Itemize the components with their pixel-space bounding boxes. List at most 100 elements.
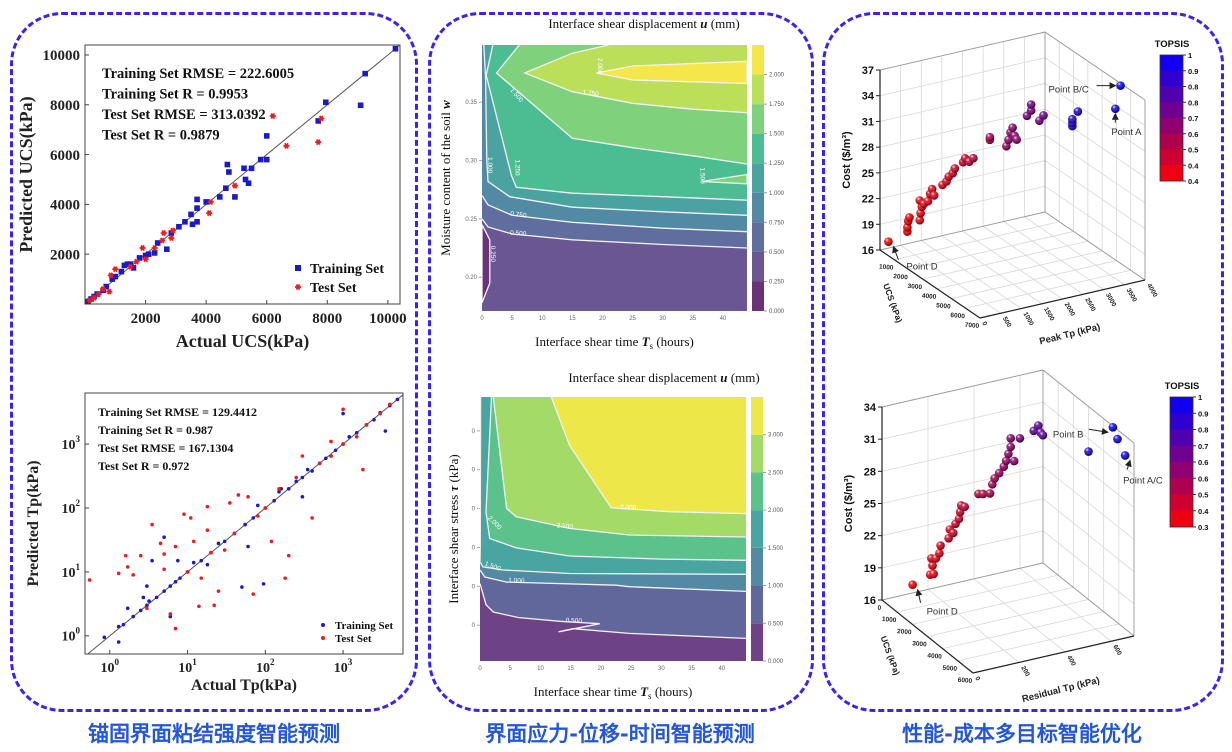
colorbar-label: 1.500 (768, 546, 784, 552)
data-point-training (205, 562, 210, 567)
data-point-training (127, 261, 134, 267)
x-tick-label: 1000 (882, 616, 897, 624)
contour-band-2 (596, 61, 747, 84)
z-tick-label: 25 (862, 168, 874, 180)
y-axis-label: Predicted UCS(kPa) (16, 96, 37, 252)
y-axis (972, 635, 1135, 674)
z-tick-label: 34 (864, 402, 877, 414)
tspan: u (700, 16, 707, 31)
colorbar-label: 2.000 (769, 73, 785, 79)
panel-multiobjective (822, 12, 1224, 712)
y-tick-label: 0 (980, 321, 988, 328)
data-point-test (188, 516, 193, 520)
z-tick-label: 25 (864, 499, 876, 511)
tspan: 10 (61, 438, 75, 453)
data-point-training (142, 252, 149, 259)
colorbar-label: 0.9 (1198, 409, 1208, 418)
data-point-test (317, 461, 322, 466)
tspan: τ (446, 484, 461, 491)
grid-line (1044, 160, 1146, 229)
tspan: 10 (256, 661, 270, 676)
tspan: (mm) (708, 16, 740, 31)
data-point-test (286, 553, 291, 558)
colorbar-segment (1170, 462, 1193, 479)
y-tick-label: 600 (1111, 644, 1123, 657)
contour-line-0.25 (482, 224, 491, 304)
data-point-test (182, 512, 186, 517)
x-tick-label: 4000 (922, 293, 937, 301)
y-tick-label: 1500 (1042, 306, 1055, 322)
colorbar-label: 2.000 (768, 508, 784, 514)
data-point-training (199, 558, 204, 563)
colorbar-label: 0.8 (1188, 98, 1198, 107)
data-point-test (329, 454, 333, 458)
contour-label: 2.500 (556, 522, 573, 530)
x-tick-label: 20 (599, 316, 606, 322)
tspan: 3 (348, 657, 353, 667)
z-tick-label: 31 (864, 434, 876, 446)
data-point-training (125, 606, 130, 611)
data-point-test (162, 552, 166, 556)
data-point-training (310, 469, 314, 473)
x-tick-label: 40 (720, 316, 727, 322)
data-point-test (277, 486, 281, 491)
data-point-test (160, 229, 167, 237)
data-point-training (333, 448, 338, 453)
contour-label: 0.250 (489, 246, 496, 263)
tspan: Interface shear time (535, 334, 641, 349)
data-point-test (142, 256, 149, 263)
y-tick-label: 100 (61, 626, 80, 645)
data-point-training (315, 118, 322, 124)
contour-label: 1.250 (514, 159, 521, 176)
x-tick-label: 101 (178, 657, 197, 676)
colorbar-segment (1170, 494, 1193, 512)
data-point-test (283, 576, 287, 580)
data-point-shading (1002, 141, 1011, 151)
data-point-shading (929, 191, 939, 200)
x-tick-label: 3000 (907, 283, 922, 291)
colorbar-segment (751, 623, 763, 661)
y-axis-label: Residual Tp (kPa) (1021, 675, 1101, 705)
contour-line-0.5 (480, 583, 746, 640)
data-point-test (378, 411, 382, 416)
grid-line (1044, 108, 1146, 178)
contour-line-1.25 (485, 45, 747, 201)
data-point-training (102, 635, 107, 640)
tspan: 10 (61, 502, 75, 517)
z-tick-label: 37 (862, 65, 874, 77)
chart-title: Interface shear displacement u (mm) (568, 370, 759, 385)
data-point-shading (1004, 449, 1013, 459)
data-point-test (361, 467, 365, 472)
colorbar-segment (1160, 149, 1183, 166)
tspan: 1 (75, 562, 80, 572)
contour-label: 1.500 (699, 168, 706, 185)
y-axis-label: Predicted Tp(kPa) (25, 460, 42, 586)
contour-line-2 (485, 397, 746, 561)
colorbar-segment (751, 472, 763, 511)
tspan: 3 (75, 434, 80, 444)
data-point-shading (1015, 434, 1025, 443)
x-tick-label: 6000 (252, 311, 282, 327)
frame-edge (1044, 31, 1146, 101)
contour-line-0.5 (482, 218, 747, 249)
data-point-training (189, 221, 196, 228)
z-tick-label: 16 (862, 245, 874, 257)
data-point-test (354, 435, 359, 439)
grid-line (1044, 134, 1146, 204)
x-tick-label: 30 (658, 666, 665, 672)
tspan: (kPa) (446, 454, 461, 485)
colorbar-label: 0.3 (1198, 523, 1208, 532)
x-tick-label: 10 (537, 666, 544, 672)
colorbar-segment (1170, 478, 1193, 495)
tspan: 0 (75, 626, 80, 636)
x-axis (879, 249, 981, 319)
data-point-training (362, 70, 368, 77)
y-tick-label: 8000 (50, 98, 80, 114)
colorbar-segment (1160, 55, 1183, 72)
y-tick-label: 0 (472, 429, 476, 435)
data-point-training (263, 133, 270, 139)
colorbar-label: 0.8 (1198, 426, 1208, 435)
y-tick-label: 0 (472, 584, 476, 590)
